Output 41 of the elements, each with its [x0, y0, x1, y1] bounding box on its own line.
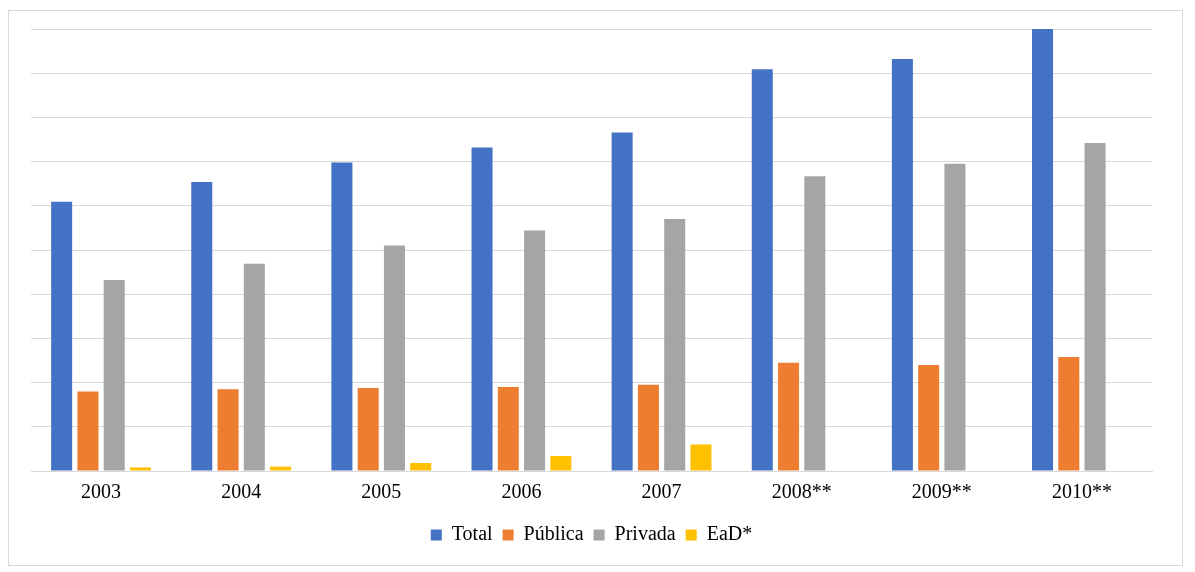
bar [77, 391, 99, 471]
bar [751, 69, 773, 471]
bar [918, 364, 940, 471]
bar [524, 230, 546, 471]
x-tick-label: 2007 [641, 480, 682, 503]
x-tick-label: 2004 [221, 480, 262, 503]
bar [331, 162, 353, 471]
bar [891, 59, 913, 471]
bar [270, 466, 292, 471]
bar [611, 132, 633, 471]
bar [383, 245, 405, 471]
legend-label: EaD* [706, 522, 753, 545]
legend-label: Privada [614, 522, 676, 545]
bar [497, 387, 519, 471]
bar [664, 219, 686, 471]
bar [357, 387, 379, 471]
bar [103, 280, 125, 471]
x-tick-label: 2010** [1051, 480, 1112, 503]
bar [690, 444, 712, 471]
legend-label: Pública [523, 522, 584, 545]
bar [1032, 29, 1054, 471]
bar [778, 362, 800, 471]
x-tick-label: 2006 [501, 480, 542, 503]
bar [410, 463, 432, 471]
bar [243, 263, 265, 471]
bar [637, 384, 659, 471]
bar [129, 467, 151, 471]
bar [1084, 143, 1106, 471]
bar [804, 176, 826, 471]
bar [550, 455, 572, 471]
x-tick-label: 2003 [81, 480, 122, 503]
x-tick-label: 2008** [771, 480, 832, 503]
x-tick-label: 2005 [361, 480, 402, 503]
bar [471, 147, 493, 471]
bar [191, 181, 213, 471]
bar [51, 201, 73, 471]
bar [1058, 356, 1080, 471]
x-tick-label: 2009** [911, 480, 972, 503]
bar [944, 163, 966, 471]
legend-label: Total [451, 522, 494, 545]
bar [217, 389, 239, 471]
